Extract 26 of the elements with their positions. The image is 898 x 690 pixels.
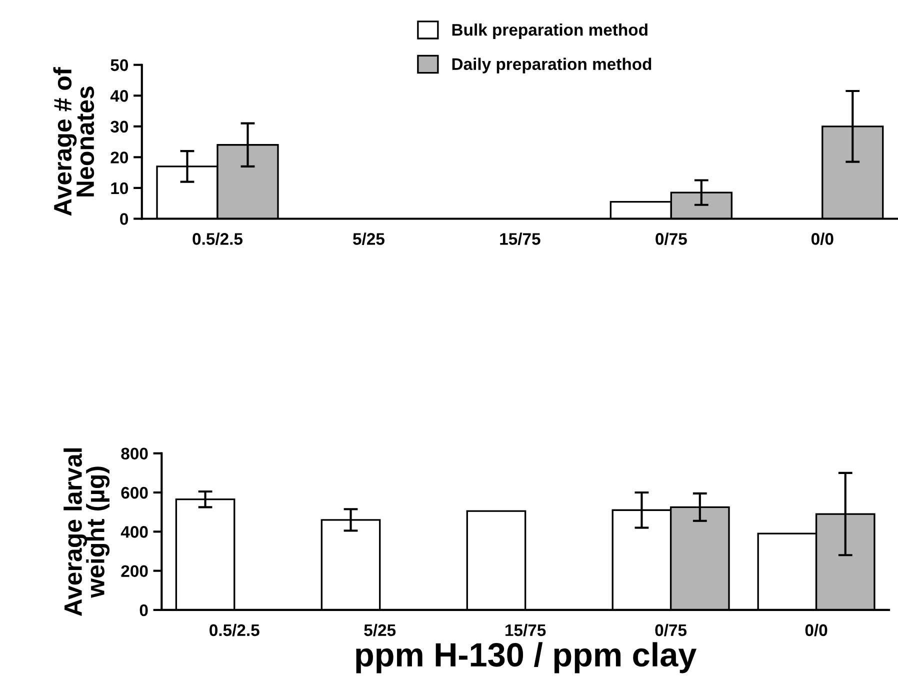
y-tick-label: 50	[110, 59, 128, 72]
x-tick-label: 5/25	[353, 232, 384, 246]
y-tick-label: 20	[110, 152, 128, 164]
x-tick-label: 0.5/2.5	[210, 624, 260, 636]
y-tick-label: 200	[121, 565, 148, 578]
x-tick-label: 0.5/2.5	[192, 232, 243, 246]
y-tick-label: 30	[110, 120, 128, 133]
legend-label: Daily preparation method	[452, 58, 652, 74]
x-axis-title: ppm H-130 / ppm clay	[356, 642, 697, 674]
x-tick-label: 0/75	[656, 232, 687, 246]
y-tick-label: 0	[120, 213, 128, 225]
x-tick-label: 15/75	[500, 232, 540, 246]
y-tick-label: 600	[121, 486, 148, 499]
y-tick-label: 800	[121, 448, 148, 460]
x-tick-label: 5/25	[364, 624, 396, 636]
y-tick-label: 10	[111, 182, 128, 194]
y-tick-label: 400	[120, 526, 148, 538]
y-axis-title: Average larval weight (µg)	[64, 448, 110, 616]
y-axis-title: Average # of Neonates	[53, 67, 94, 216]
x-tick-label: 0/0	[811, 232, 834, 246]
x-tick-label: 0/75	[655, 624, 687, 636]
y-tick-label: 40	[110, 90, 128, 102]
y-tick-label: 0	[140, 604, 148, 616]
x-tick-label: 0/0	[805, 624, 828, 636]
x-tick-label: 15/75	[506, 624, 546, 636]
legend-label: Bulk preparation method	[452, 23, 648, 40]
